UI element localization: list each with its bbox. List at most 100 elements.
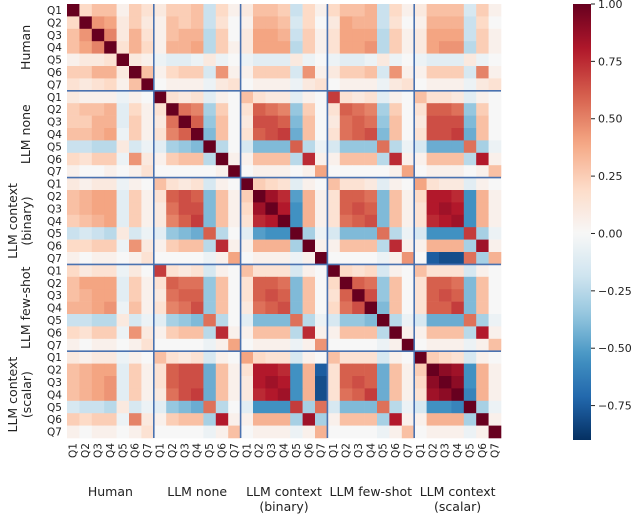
heatmap-cell: [228, 152, 241, 166]
heatmap-cell: [104, 413, 117, 426]
heatmap-cell: [79, 16, 93, 30]
heatmap-cell: [302, 276, 316, 290]
heatmap-cell: [451, 152, 465, 166]
heatmap-cell: [414, 128, 427, 141]
heatmap-cell: [488, 227, 502, 240]
heatmap-cell: [414, 152, 427, 166]
heatmap-cell: [166, 314, 179, 327]
heatmap-cell: [377, 376, 390, 389]
heatmap-cell: [339, 78, 353, 92]
heatmap-cell: [364, 388, 378, 402]
heatmap-cell: [265, 413, 279, 426]
colorbar: 1.00 0.75 0.50 0.25 0.00 −0.25 −0.50 −0.75: [573, 0, 632, 440]
heatmap-cell: [439, 214, 452, 228]
heatmap-cell: [463, 400, 477, 414]
heatmap-cell: [116, 4, 130, 17]
heatmap-cell: [178, 66, 192, 79]
heatmap-cell: [215, 326, 229, 340]
heatmap-cell: [215, 227, 229, 240]
heatmap-cell: [426, 289, 440, 302]
heatmap-cell: [339, 400, 353, 414]
heatmap-cell: [476, 128, 489, 141]
heatmap-cell: [178, 140, 192, 154]
heatmap-cell: [253, 28, 266, 42]
heatmap-cell: [439, 351, 452, 364]
heatmap-cell: [302, 338, 316, 352]
heatmap-cell: [377, 214, 390, 228]
heatmap-cell: [203, 301, 217, 315]
heatmap-cell: [426, 115, 440, 129]
heatmap-cell: [166, 140, 179, 154]
heatmap-cell: [439, 202, 452, 216]
heatmap-cell: [191, 413, 204, 426]
heatmap-cell: [104, 53, 117, 67]
x-tick-label: Q2: [341, 443, 353, 458]
heatmap-cell: [116, 128, 130, 141]
heatmap-cell: [215, 388, 229, 402]
heatmap-cell: [302, 264, 316, 278]
heatmap-cell: [265, 289, 279, 302]
heatmap-cell: [203, 78, 217, 92]
heatmap-cell: [277, 326, 291, 340]
heatmap-cell: [129, 301, 142, 315]
x-group-label: Human: [88, 484, 133, 499]
heatmap-cell: [240, 376, 254, 389]
x-tick-label: Q3: [266, 443, 278, 458]
heatmap-cell: [401, 252, 415, 265]
heatmap-cell: [67, 103, 80, 116]
heatmap-cell: [91, 326, 105, 340]
heatmap-cell: [476, 326, 489, 340]
heatmap-cell: [426, 78, 440, 92]
heatmap-cell: [153, 66, 167, 79]
heatmap-cell: [327, 214, 341, 228]
heatmap-cell: [439, 388, 452, 402]
heatmap-cell: [203, 165, 217, 178]
heatmap-cell: [166, 264, 179, 278]
heatmap-cell: [141, 413, 155, 426]
heatmap-cell: [116, 53, 130, 67]
heatmap-cell: [129, 338, 142, 352]
heatmap-cell: [215, 351, 229, 364]
heatmap-cell: [339, 289, 353, 302]
heatmap-cell: [240, 41, 254, 54]
heatmap-cell: [166, 276, 179, 290]
heatmap-cell: [228, 115, 241, 129]
heatmap-cell: [141, 140, 155, 154]
colorbar-tick-label: −0.75: [598, 400, 632, 413]
heatmap-cell: [401, 152, 415, 166]
heatmap-cell: [414, 264, 427, 278]
heatmap-cell: [339, 264, 353, 278]
heatmap-cell: [426, 264, 440, 278]
heatmap-cell: [352, 363, 365, 377]
heatmap-cell: [79, 140, 93, 154]
heatmap-cell: [451, 165, 465, 178]
heatmap-cell: [439, 28, 452, 42]
heatmap-cell: [476, 252, 489, 265]
heatmap-cell: [315, 152, 328, 166]
heatmap-cell: [67, 227, 80, 240]
heatmap-cell: [414, 78, 427, 92]
heatmap-cell: [389, 413, 403, 426]
colorbar-tick-label: 0.75: [598, 55, 623, 68]
heatmap-cell: [476, 28, 489, 42]
heatmap-cell: [253, 425, 266, 439]
heatmap-cell: [91, 252, 105, 265]
heatmap-cell: [302, 41, 316, 54]
heatmap-cell: [203, 326, 217, 340]
heatmap-cell: [302, 413, 316, 426]
heatmap-cell: [290, 152, 303, 166]
heatmap-cell: [327, 289, 341, 302]
heatmap-cell: [463, 301, 477, 315]
heatmap-cell: [191, 239, 204, 253]
heatmap-cell: [451, 326, 465, 340]
heatmap-cell: [377, 90, 390, 104]
heatmap-cell: [364, 252, 378, 265]
heatmap-cell: [153, 338, 167, 352]
heatmap-cell: [228, 264, 241, 278]
heatmap-cell: [104, 115, 117, 129]
heatmap-cell: [426, 140, 440, 154]
heatmap-cell: [79, 338, 93, 352]
x-tick-label: Q6: [390, 443, 402, 458]
heatmap-cell: [389, 276, 403, 290]
heatmap-cell: [377, 400, 390, 414]
